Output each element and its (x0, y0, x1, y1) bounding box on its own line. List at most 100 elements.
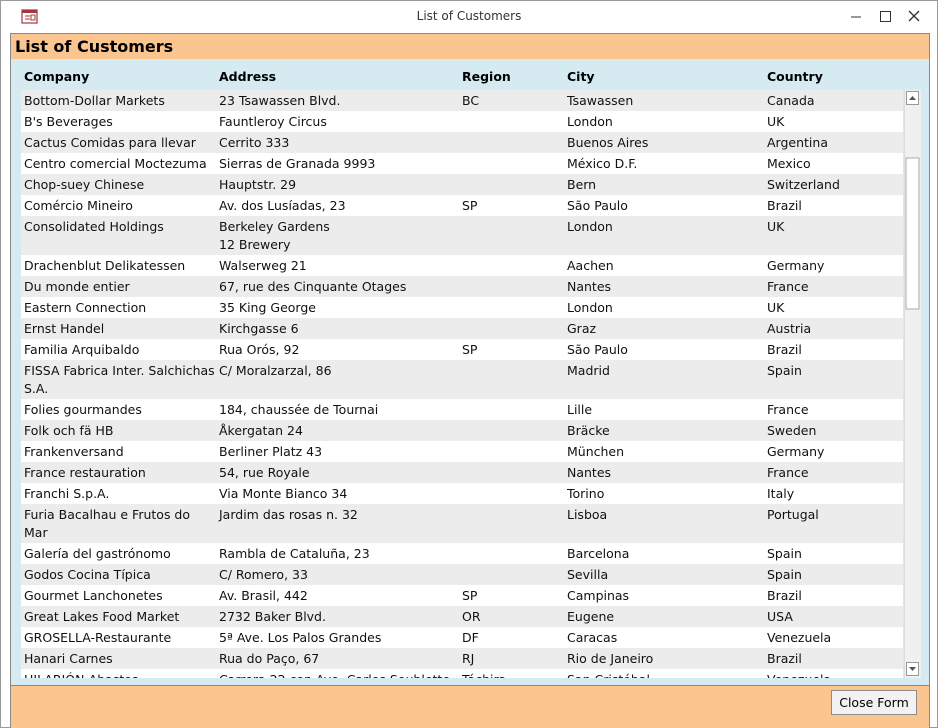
cell: C/ Moralzarzal, 86 (219, 363, 332, 378)
cell: Via Monte Bianco 34 (219, 486, 348, 501)
customer-row[interactable]: Folies gourmandes 184, chaussée de Tourna… (21, 399, 903, 420)
cell: Caracas (567, 630, 618, 645)
cell: Bern (567, 177, 597, 192)
cell: Nantes (567, 465, 612, 480)
cell (459, 485, 564, 503)
form-header: List of Customers (10, 33, 930, 60)
scrollbar[interactable] (904, 90, 921, 678)
title-bar: List of Customers (1, 1, 937, 33)
cell (459, 443, 564, 461)
customer-row[interactable]: Centro comercial Moctezuma Sierras de Gra… (21, 153, 903, 174)
cell: Bräcke (567, 423, 610, 438)
cell: Chop-suey Chinese (24, 177, 145, 192)
cell: Argentina (767, 135, 828, 150)
window-title: List of Customers (416, 9, 522, 23)
cell: Folk och fä HB (24, 423, 114, 438)
customer-row[interactable]: Familia Arquibaldo Rua Orós, 92 SP São Paul… (21, 339, 903, 360)
cell: 67, rue des Cinquante Otages (219, 279, 407, 294)
cell: Germany (767, 258, 825, 273)
cell: Italy (767, 486, 795, 501)
customer-row[interactable]: Furia Bacalhau e Frutos do Mar Jardim das… (21, 504, 903, 543)
customer-row[interactable]: GROSELLA-Restaurante 5ª Ave. Los Palos Gr… (21, 627, 903, 648)
cell: Buenos Aires (567, 135, 649, 150)
cell: Rambla de Cataluña, 23 (219, 546, 370, 561)
cell (459, 320, 564, 338)
cell (459, 545, 564, 563)
cell (459, 566, 564, 584)
customer-row[interactable]: Du monde entier 67, rue des Cinquante Ota… (21, 276, 903, 297)
cell: 2732 Baker Blvd. (219, 609, 326, 624)
cell: USA (767, 609, 793, 624)
cell (459, 401, 564, 419)
form-title: List of Customers (15, 37, 174, 56)
customer-row[interactable]: Bottom-Dollar Markets 23 Tsawassen Blvd. B… (21, 90, 903, 111)
close-window-button[interactable] (908, 10, 920, 22)
cell: Rua Orós, 92 (219, 342, 300, 357)
customer-row[interactable]: Folk och fä HB Åkergatan 24 Bräcke Sweden (21, 420, 903, 441)
cell: France (767, 402, 809, 417)
cell: München (567, 444, 625, 459)
cell: Brazil (767, 198, 802, 213)
customer-row[interactable]: Chop-suey Chinese Hauptstr. 29 Bern Switzer… (21, 174, 903, 195)
cell: Spain (767, 363, 802, 378)
cell (459, 464, 564, 482)
customer-row[interactable]: Eastern Connection 35 King George London UK (21, 297, 903, 318)
cell: Great Lakes Food Market (24, 609, 180, 624)
column-headers: Company Address Region City Country (21, 69, 901, 84)
cell: Walserweg 21 (219, 258, 307, 273)
cell: Godos Cocina Típica (24, 567, 151, 582)
cell: Centro comercial Moctezuma (24, 156, 207, 171)
cell: France restauration (24, 465, 146, 480)
cell: Brazil (767, 588, 802, 603)
cell: GROSELLA-Restaurante (24, 630, 172, 645)
maximize-button[interactable] (880, 11, 891, 22)
customer-row[interactable]: B's Beverages Fauntleroy Circus London UK (21, 111, 903, 132)
customer-row[interactable]: FISSA Fabrica Inter. Salchichas S.A. C/ M… (21, 360, 903, 399)
cell (459, 506, 564, 542)
cell: Sevilla (567, 567, 609, 582)
cell: OR (462, 609, 481, 624)
column-header: Country (767, 69, 823, 84)
scroll-thumb[interactable] (905, 157, 920, 310)
customer-row[interactable]: Franchi S.p.A. Via Monte Bianco 34 Torino I… (21, 483, 903, 504)
cell: Eastern Connection (24, 300, 147, 315)
customer-row[interactable]: Drachenblut Delikatessen Walserweg 21 Aach… (21, 255, 903, 276)
cell: Frankenversand (24, 444, 124, 459)
close-form-button[interactable]: Close Form (831, 690, 917, 715)
cell: London (567, 300, 613, 315)
cell: Switzerland (767, 177, 840, 192)
cell: Tsawassen (567, 93, 634, 108)
customer-row[interactable]: Hanari Carnes Rua do Paço, 67 RJ Rio de Jan… (21, 648, 903, 669)
cell: Germany (767, 444, 825, 459)
cell: Drachenblut Delikatessen (24, 258, 186, 273)
cell: Lille (567, 402, 593, 417)
form-footer: Close Form (10, 685, 930, 728)
cell: 54, rue Royale (219, 465, 310, 480)
customer-row[interactable]: Comércio Mineiro Av. dos Lusíadas, 23 SP Sã… (21, 195, 903, 216)
customer-row[interactable]: Cactus Comidas para llevar Cerrito 333 Bue… (21, 132, 903, 153)
customer-row[interactable]: HILARIÓN-AbastosCarrera 22 con Ave. Carl… (21, 669, 903, 678)
cell: Comércio Mineiro (24, 198, 133, 213)
cell: Torino (567, 486, 605, 501)
customer-row[interactable]: Great Lakes Food Market 2732 Baker Blvd. O… (21, 606, 903, 627)
customer-row[interactable]: Gourmet Lanchonetes Av. Brasil, 442 SP Camp… (21, 585, 903, 606)
customer-row[interactable]: France restauration 54, rue Royale Nantes F… (21, 462, 903, 483)
cell: Nantes (567, 279, 612, 294)
app-icon (21, 9, 38, 24)
cell: Åkergatan 24 (219, 423, 303, 438)
customer-row[interactable]: Frankenversand Berliner Platz 43 München Ge… (21, 441, 903, 462)
customer-row[interactable]: Godos Cocina Típica C/ Romero, 33 Sevilla S… (21, 564, 903, 585)
customer-row[interactable]: Ernst Handel Kirchgasse 6 Graz Austria (21, 318, 903, 339)
cell: London (567, 114, 613, 129)
cell: SP (462, 342, 478, 357)
cell: C/ Romero, 33 (219, 567, 308, 582)
customer-row[interactable]: Consolidated Holdings Berkeley Gardens 12… (21, 216, 903, 255)
cell: Graz (567, 321, 597, 336)
cell: Carrera 22 con Ave. Carlos Soublette #8-… (216, 671, 459, 678)
cell: 5ª Ave. Los Palos Grandes (219, 630, 382, 645)
cell: Brazil (767, 651, 802, 666)
cell: DF (462, 630, 479, 645)
cell: México D.F. (567, 156, 638, 171)
customer-row[interactable]: Galería del gastrónomo Rambla de Cataluña… (21, 543, 903, 564)
